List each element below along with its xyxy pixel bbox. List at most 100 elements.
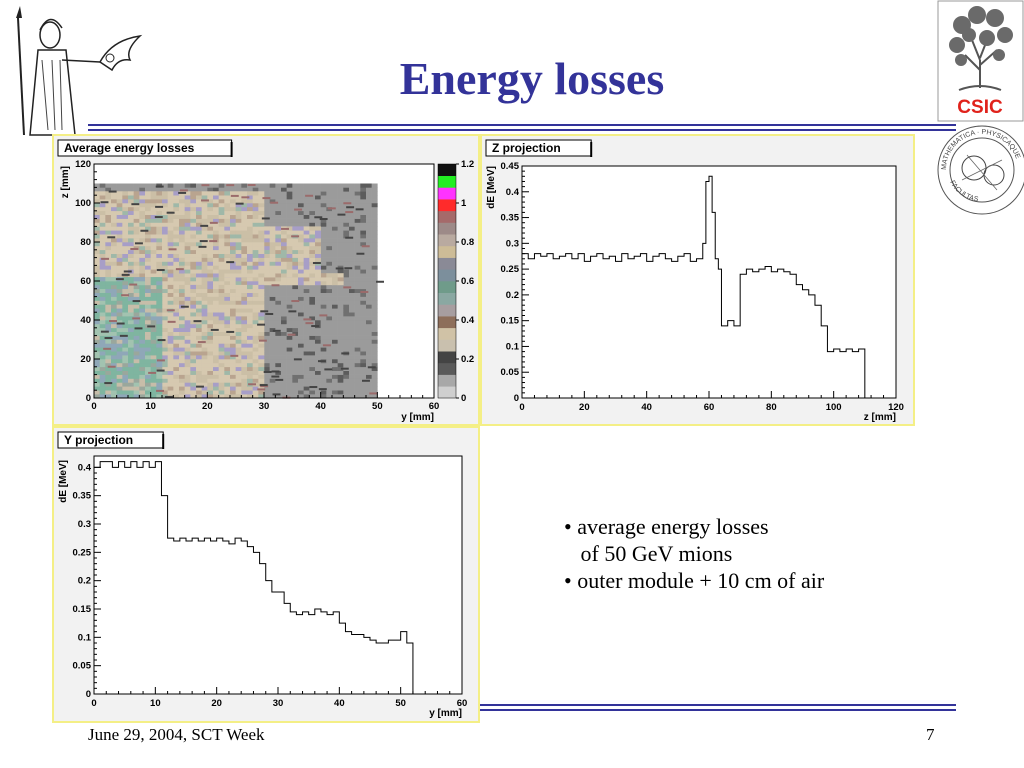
heatmap-cell xyxy=(343,312,350,317)
y-tick-label: 60 xyxy=(80,276,91,287)
heatmap-cell xyxy=(371,382,378,387)
heatmap-cell xyxy=(320,288,327,293)
heatmap-cell xyxy=(116,347,123,352)
heatmap-cell xyxy=(218,308,225,313)
heatmap-cell xyxy=(201,269,208,274)
heatmap-cell xyxy=(224,191,231,196)
heatmap-cell xyxy=(264,273,270,278)
heatmap-cell xyxy=(133,362,140,368)
heatmap-cell xyxy=(111,269,117,274)
heatmap-cell xyxy=(360,386,367,391)
heatmap-cell xyxy=(275,269,282,274)
heatmap-cell xyxy=(105,386,112,391)
heatmap-cell xyxy=(320,277,327,282)
heatmap-cell xyxy=(156,226,163,231)
bottom-rule-2 xyxy=(54,709,956,711)
heatmap-cell xyxy=(196,288,202,293)
heatmap-cell xyxy=(207,210,214,215)
heatmap-cell xyxy=(269,226,276,231)
heatmap-cell xyxy=(100,201,109,204)
heatmap-cell xyxy=(99,308,106,313)
heatmap-cell xyxy=(252,308,259,313)
heatmap-cell xyxy=(105,327,112,332)
heatmap-cell xyxy=(332,370,338,375)
heatmap-cell xyxy=(269,265,276,270)
heatmap-cell xyxy=(354,386,361,391)
heatmap-cell xyxy=(366,390,372,395)
heatmap-cell xyxy=(196,296,202,301)
heatmap-cell xyxy=(116,222,123,227)
heatmap-cell xyxy=(111,351,117,356)
heatmap-cell xyxy=(116,203,123,208)
heatmap-cell xyxy=(349,343,355,348)
heatmap-cell xyxy=(218,312,225,317)
heatmap-cell xyxy=(196,390,202,395)
bullet-2: • outer module + 10 cm of air xyxy=(564,568,825,593)
heatmap-cell xyxy=(281,296,287,301)
heatmap-cell xyxy=(162,320,168,325)
heatmap-cell xyxy=(349,300,355,305)
heatmap-cell xyxy=(139,234,146,239)
heatmap-cell xyxy=(196,261,202,266)
heatmap-cell xyxy=(190,327,197,332)
heatmap-cell xyxy=(320,226,327,231)
heatmap-cell xyxy=(343,238,350,243)
heatmap-cell xyxy=(332,249,338,254)
heatmap-cell xyxy=(230,359,236,364)
heatmap-cell xyxy=(190,281,197,286)
heatmap-cell xyxy=(99,284,106,290)
heatmap-cell xyxy=(320,206,327,212)
heatmap-cell xyxy=(150,242,157,247)
heatmap-cell xyxy=(167,351,174,356)
heatmap-cell xyxy=(184,214,191,219)
heatmap-cell xyxy=(265,312,274,315)
heatmap-cell xyxy=(116,320,123,325)
heatmap-cell xyxy=(298,257,304,262)
heatmap-cell xyxy=(224,300,231,305)
heatmap-cell xyxy=(309,316,316,321)
heatmap-cell xyxy=(218,362,225,368)
heatmap-cell xyxy=(167,253,174,258)
heatmap-cell xyxy=(116,218,123,223)
heatmap-cell xyxy=(145,312,151,317)
heatmap-cell xyxy=(320,281,327,286)
heatmap-cell xyxy=(173,335,180,340)
heatmap-cell xyxy=(269,347,276,352)
heatmap-cell xyxy=(167,386,174,391)
heatmap-cell xyxy=(286,218,293,223)
heatmap-cell xyxy=(121,294,130,297)
heatmap-cell xyxy=(94,249,100,254)
y-tick-label: 0.35 xyxy=(73,491,92,502)
heatmap-cell xyxy=(315,355,321,360)
heatmap-cell xyxy=(247,269,253,274)
heatmap-cell xyxy=(162,316,168,321)
heatmap-cell xyxy=(332,394,338,399)
heatmap-cell xyxy=(94,245,100,251)
heatmap-cell xyxy=(332,308,338,313)
heatmap-cell xyxy=(201,210,208,215)
heatmap-cell xyxy=(360,277,367,282)
heatmap-cell xyxy=(371,390,378,395)
heatmap-cell xyxy=(190,378,197,383)
y-tick-label: 0.3 xyxy=(506,238,519,249)
heatmap-cell xyxy=(241,238,248,243)
heatmap-cell xyxy=(247,265,253,270)
heatmap-cell xyxy=(298,370,304,375)
heatmap-cell xyxy=(111,366,117,371)
heatmap-cell xyxy=(173,386,180,391)
heatmap-cell xyxy=(371,288,378,293)
heatmap-cell xyxy=(207,261,214,266)
heatmap-cell xyxy=(298,316,304,321)
heatmap-cell xyxy=(332,288,338,293)
heatmap-cell xyxy=(275,296,282,301)
heatmap-cell xyxy=(156,331,163,336)
heatmap-cell xyxy=(122,347,129,352)
heatmap-cell xyxy=(99,288,106,293)
heatmap-cell xyxy=(150,214,157,219)
heatmap-cell xyxy=(337,195,344,200)
heatmap-cell xyxy=(156,296,163,301)
heatmap-cell xyxy=(345,211,354,214)
heatmap-cell xyxy=(337,249,344,254)
heatmap-cell xyxy=(258,394,265,399)
heatmap-cell xyxy=(309,261,316,266)
